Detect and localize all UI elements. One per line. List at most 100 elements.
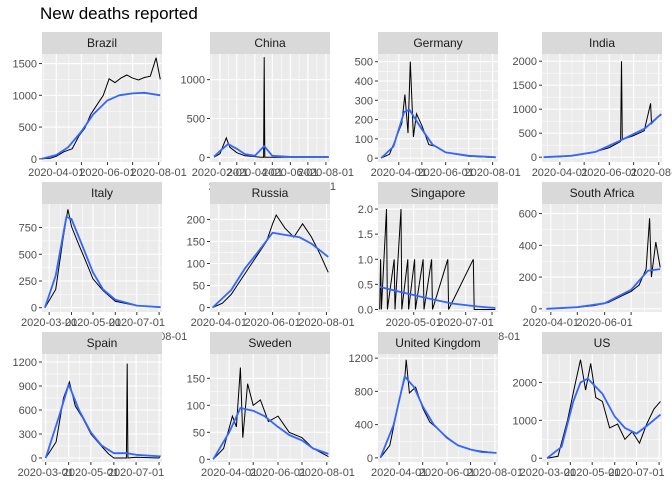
facet-label: Italy bbox=[91, 186, 113, 200]
smoothed-trend-line bbox=[44, 215, 161, 309]
facet-panel-china: China050010002020-02-012020-03-012020-04… bbox=[181, 32, 354, 193]
y-tick-label: 0 bbox=[199, 303, 205, 315]
y-tick-label: 900 bbox=[19, 381, 37, 393]
y-tick-label: 200 bbox=[519, 272, 537, 284]
y-tick-label: 0.5 bbox=[358, 279, 373, 291]
facet-panel-sweden: Sweden0501001502020-04-012020-05-012020-… bbox=[187, 332, 355, 479]
y-tick-label: 1.5 bbox=[358, 229, 373, 241]
y-tick-label: 1500 bbox=[513, 80, 537, 92]
y-tick-label: 1000 bbox=[513, 104, 537, 116]
panel-background bbox=[378, 54, 498, 162]
y-tick-label: 400 bbox=[519, 240, 537, 252]
facet-strip bbox=[378, 32, 498, 54]
raw-deaths-line bbox=[379, 208, 496, 310]
x-tick-label: 2020-04-01 bbox=[191, 317, 247, 329]
x-tick-label: 2020-07-01 bbox=[109, 317, 165, 329]
smoothed-trend-line bbox=[41, 91, 161, 160]
x-tick-label: 2020-05-01 bbox=[386, 317, 442, 329]
x-tick-label: 2020-08-01 bbox=[631, 167, 672, 179]
facet-panel-spain: Spain030060090012002020-03-012020-04-012… bbox=[13, 332, 164, 479]
x-tick-label: 2020-08-01 bbox=[298, 167, 354, 179]
x-tick-label: 2020-06-01 bbox=[418, 167, 474, 179]
facet-strip bbox=[210, 332, 330, 354]
smoothed-trend-line bbox=[546, 377, 662, 459]
facet-label: Sweden bbox=[248, 336, 291, 350]
x-tick-label: 2020-08-01 bbox=[467, 467, 523, 479]
y-tick-label: 400 bbox=[355, 420, 373, 432]
y-tick-label: 100 bbox=[187, 400, 205, 412]
y-tick-label: 250 bbox=[19, 276, 37, 288]
raw-deaths-line bbox=[212, 367, 329, 460]
y-tick-label: 200 bbox=[187, 214, 205, 226]
y-tick-label: 2000 bbox=[513, 377, 537, 389]
y-tick-label: 500 bbox=[19, 122, 37, 134]
facet-label: US bbox=[594, 336, 611, 350]
y-tick-label: 50 bbox=[193, 281, 205, 293]
facet-label: Spain bbox=[87, 336, 118, 350]
facet-panel-germany: Germany01002003004005002020-04-012020-05… bbox=[355, 32, 521, 193]
x-tick-label: 2020-06-01 bbox=[262, 167, 318, 179]
facet-strip bbox=[42, 332, 162, 354]
facet-strip bbox=[542, 182, 662, 204]
x-tick-label: 2020-05-01 bbox=[63, 467, 119, 479]
y-tick-label: 100 bbox=[355, 134, 373, 146]
facet-strip bbox=[42, 32, 162, 54]
facet-strip bbox=[378, 182, 498, 204]
smoothed-trend-line bbox=[211, 231, 329, 309]
x-tick-label: 2020-06-01 bbox=[79, 167, 135, 179]
facet-strip bbox=[42, 182, 162, 204]
x-tick-label: 2020-03-01 bbox=[520, 467, 576, 479]
y-tick-label: 50 bbox=[193, 427, 205, 439]
x-tick-label: 2020-07-01 bbox=[608, 467, 664, 479]
smoothed-trend-line bbox=[546, 268, 661, 310]
facet-label: Germany bbox=[413, 36, 462, 50]
x-tick-label: 2020-05-01 bbox=[564, 467, 620, 479]
y-tick-label: 750 bbox=[19, 223, 37, 235]
facet-strip bbox=[542, 32, 662, 54]
x-tick-label: 2020-06-01 bbox=[419, 467, 475, 479]
y-tick-label: 0 bbox=[31, 154, 37, 166]
raw-deaths-line bbox=[41, 57, 161, 160]
facet-panel-us: US0100020002020-03-012020-04-012020-05-0… bbox=[513, 332, 665, 479]
y-tick-label: 300 bbox=[19, 429, 37, 441]
panel-background bbox=[542, 54, 662, 162]
smoothed-trend-line bbox=[379, 375, 497, 459]
panel-background bbox=[210, 354, 330, 462]
y-tick-label: 1200 bbox=[13, 357, 37, 369]
facet-label: Russia bbox=[252, 186, 289, 200]
smoothed-trend-line bbox=[213, 143, 329, 158]
y-tick-label: 500 bbox=[187, 113, 205, 125]
y-tick-label: 0 bbox=[367, 153, 373, 165]
y-tick-label: 600 bbox=[519, 209, 537, 221]
chart-title: New deaths reported bbox=[40, 4, 198, 23]
facet-label: United Kingdom bbox=[395, 336, 480, 350]
y-tick-label: 200 bbox=[355, 115, 373, 127]
facet-panel-italy: Italy02505007502020-03-012020-04-012020-… bbox=[19, 182, 187, 343]
y-tick-label: 1000 bbox=[13, 90, 37, 102]
smoothed-trend-line bbox=[379, 286, 496, 309]
y-tick-label: 1000 bbox=[181, 75, 205, 87]
y-tick-label: 400 bbox=[355, 76, 373, 88]
y-tick-label: 500 bbox=[19, 249, 37, 261]
panel-background bbox=[42, 54, 162, 162]
x-tick-label: 2020-04-01 bbox=[523, 317, 579, 329]
facet-panel-india: India05001000150020002020-04-012020-05-0… bbox=[513, 32, 672, 193]
x-tick-label: 2020-04-01 bbox=[201, 467, 257, 479]
y-tick-label: 1500 bbox=[13, 59, 37, 71]
panel-background bbox=[542, 204, 662, 312]
facet-label: China bbox=[254, 36, 286, 50]
panel-background bbox=[542, 354, 662, 462]
smoothed-trend-line bbox=[543, 113, 662, 159]
y-tick-label: 1200 bbox=[349, 353, 373, 365]
x-tick-label: 2020-08-01 bbox=[464, 167, 520, 179]
facet-strip bbox=[378, 332, 498, 354]
x-tick-label: 2020-06-01 bbox=[245, 317, 301, 329]
facet-panel-russia: Russia0501001502002020-04-012020-05-0120… bbox=[187, 182, 355, 343]
y-tick-label: 1000 bbox=[513, 415, 537, 427]
facet-label: South Africa bbox=[570, 186, 635, 200]
y-tick-label: 800 bbox=[355, 386, 373, 398]
x-tick-label: 2020-04-01 bbox=[532, 167, 588, 179]
y-tick-label: 150 bbox=[187, 236, 205, 248]
y-tick-label: 0 bbox=[199, 152, 205, 164]
